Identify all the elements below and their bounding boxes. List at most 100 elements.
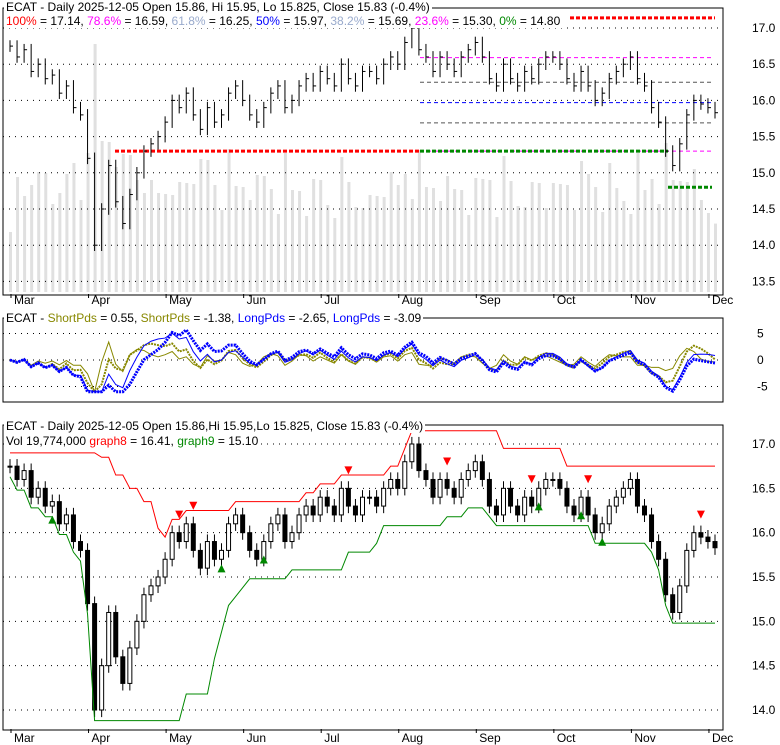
series-name: ShortPds <box>47 311 97 325</box>
volume-bar <box>262 176 266 292</box>
volume-bar <box>361 208 365 292</box>
candle <box>35 487 41 498</box>
buy-arrow-icon <box>577 511 586 520</box>
graph9-line <box>9 476 715 722</box>
volume-bar <box>714 223 717 292</box>
candle <box>599 523 605 534</box>
price-panel-title: ECAT - Daily 2025-12-05 Open 15.86, Hi 1… <box>4 0 432 14</box>
candle <box>409 443 415 463</box>
candle <box>247 532 253 551</box>
x-tick-label: Nov <box>634 293 655 307</box>
fib-value: = 16.25, <box>208 14 256 28</box>
volume-bar <box>9 232 12 292</box>
volume-bar <box>446 176 450 292</box>
y-tick-label: 14.0 <box>752 238 776 252</box>
x-tick-label: Aug <box>402 293 423 307</box>
y-tick-label: 15.5 <box>752 130 776 144</box>
volume-bar <box>16 177 20 292</box>
volume-bar <box>135 180 139 292</box>
candle <box>28 470 34 498</box>
x-tick-label: May <box>169 731 192 745</box>
bar-panel-legend: Vol 19,774,000 graph8 = 16.41, graph9 = … <box>4 434 261 448</box>
volume-bar <box>86 153 90 292</box>
x-tick-label: Oct <box>557 731 576 745</box>
volume-bar <box>107 142 111 292</box>
candle <box>14 465 20 480</box>
volume-bar <box>530 182 534 292</box>
candle <box>268 523 274 543</box>
buy-arrow-icon <box>534 502 543 511</box>
fib-value: = 15.30, <box>452 14 500 28</box>
sell-arrow-icon <box>584 475 593 484</box>
candle <box>338 487 344 516</box>
fib-legend: 100% = 17.14, 78.6% = 16.59, 61.8% = 16.… <box>4 14 563 28</box>
candle <box>56 501 62 525</box>
volume-bar <box>537 183 541 292</box>
x-tick-label: Aug <box>402 731 423 745</box>
candle <box>649 514 655 543</box>
candle <box>430 478 436 498</box>
volume-bar <box>326 205 330 292</box>
candle <box>324 496 330 507</box>
volume-bar <box>164 194 168 292</box>
volume-bar <box>305 216 309 292</box>
y-tick-label: 16.5 <box>752 57 776 71</box>
fib-value: = 16.59, <box>124 14 172 28</box>
volume-bar <box>389 172 393 292</box>
volume-bar <box>671 180 675 292</box>
volume-bar <box>199 159 203 292</box>
y-tick-label: 17.0 <box>752 437 776 451</box>
y-tick-label: 14.0 <box>752 703 776 717</box>
volume-bar <box>643 190 647 292</box>
volume-bar <box>551 183 555 292</box>
volume-bar <box>685 182 689 292</box>
candle <box>219 549 224 560</box>
volume-bar <box>403 174 407 292</box>
volume-bar <box>523 207 527 292</box>
volume-bar <box>291 190 294 292</box>
y-tick-label: 16.5 <box>752 481 776 495</box>
volume-bar <box>234 186 238 292</box>
candle <box>120 656 126 684</box>
volume-label: Vol 19,774,000 <box>6 434 87 448</box>
volume-bar <box>657 204 661 292</box>
y-tick-label: 5 <box>757 327 764 341</box>
volume-bar <box>664 143 668 292</box>
candle <box>634 478 640 507</box>
fib-label: 50% <box>255 14 280 28</box>
x-tick-label: Mar <box>14 731 35 745</box>
x-tick-label: Apr <box>92 293 111 307</box>
candle <box>458 478 464 498</box>
x-tick-label: Dec <box>712 293 733 307</box>
volume-bar <box>347 182 351 292</box>
y-tick-label: 14.5 <box>752 202 776 216</box>
candle <box>501 487 506 516</box>
candle <box>691 532 697 551</box>
series-value: -3.09 <box>393 311 422 325</box>
candle <box>176 532 182 543</box>
graph9-value: 15.10 <box>228 434 259 448</box>
candle <box>374 496 380 507</box>
volume-bar <box>375 196 379 292</box>
volume-bar <box>298 191 302 292</box>
volume-bar <box>368 195 372 292</box>
fib-value: = 15.97, <box>283 14 331 28</box>
candle <box>21 470 27 480</box>
candle <box>508 487 514 507</box>
fib-label: 0% <box>499 14 517 28</box>
candle <box>99 665 105 711</box>
candle <box>479 461 485 480</box>
candle <box>677 585 683 613</box>
series-value: 0.55 <box>110 311 134 325</box>
volume-bar <box>608 163 612 292</box>
volume-bar <box>248 200 252 292</box>
y-tick-label: 0 <box>757 353 764 367</box>
volume-bar <box>509 181 513 292</box>
y-tick-label: 16.0 <box>752 93 776 107</box>
volume-bar <box>573 210 576 292</box>
candle <box>345 487 351 507</box>
x-tick-label: May <box>169 293 192 307</box>
candle <box>395 478 401 489</box>
candle <box>303 505 309 516</box>
candle <box>627 478 633 489</box>
